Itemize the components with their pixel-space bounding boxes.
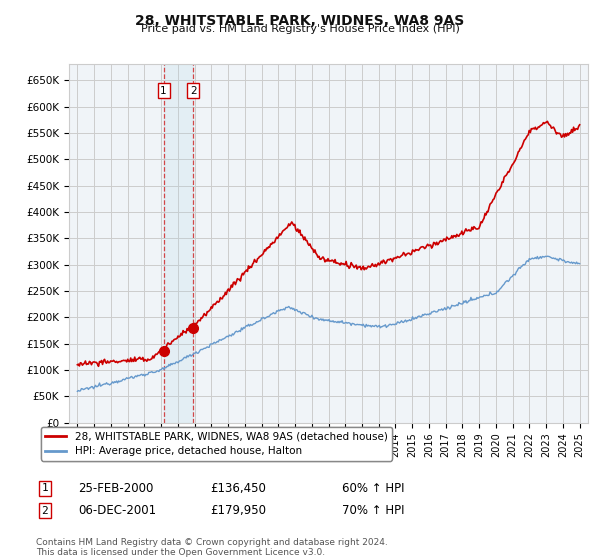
Bar — [164, 64, 193, 423]
Text: Price paid vs. HM Land Registry's House Price Index (HPI): Price paid vs. HM Land Registry's House … — [140, 24, 460, 34]
Text: 1: 1 — [160, 86, 167, 96]
Legend: 28, WHITSTABLE PARK, WIDNES, WA8 9AS (detached house), HPI: Average price, detac: 28, WHITSTABLE PARK, WIDNES, WA8 9AS (de… — [41, 427, 392, 460]
Text: 28, WHITSTABLE PARK, WIDNES, WA8 9AS: 28, WHITSTABLE PARK, WIDNES, WA8 9AS — [136, 14, 464, 28]
Text: 1: 1 — [41, 483, 49, 493]
Text: £136,450: £136,450 — [210, 482, 266, 495]
Text: 2: 2 — [190, 86, 197, 96]
Text: 06-DEC-2001: 06-DEC-2001 — [78, 504, 156, 517]
Text: 2: 2 — [41, 506, 49, 516]
Text: 60% ↑ HPI: 60% ↑ HPI — [342, 482, 404, 495]
Text: Contains HM Land Registry data © Crown copyright and database right 2024.
This d: Contains HM Land Registry data © Crown c… — [36, 538, 388, 557]
Text: 70% ↑ HPI: 70% ↑ HPI — [342, 504, 404, 517]
Text: £179,950: £179,950 — [210, 504, 266, 517]
Text: 25-FEB-2000: 25-FEB-2000 — [78, 482, 154, 495]
